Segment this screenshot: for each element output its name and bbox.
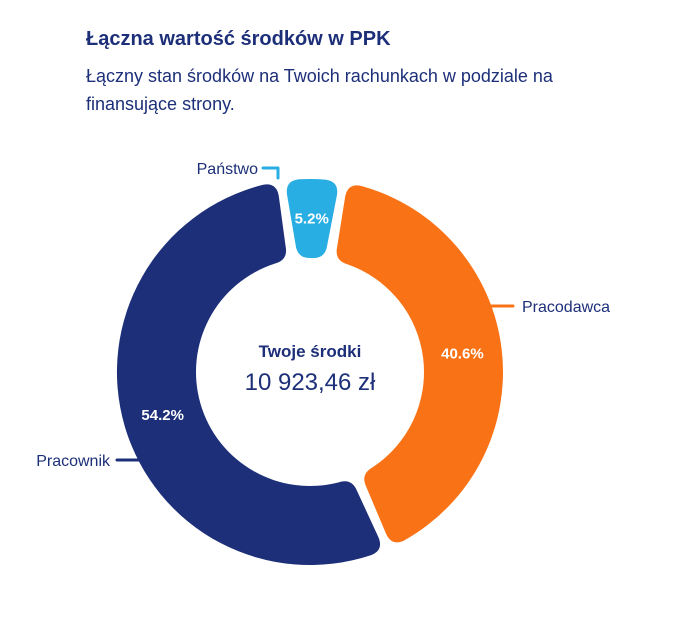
slice-panstwo[interactable] [286,179,338,259]
leaders-layer [115,166,515,462]
center-title: Twoje środki [259,342,362,361]
slice-label-pracownik: 54.2% [141,407,184,424]
slices-layer [116,179,504,566]
legend-label-pracodawca: Pracodawca [522,299,610,316]
slice-label-panstwo: 5.2% [295,211,329,228]
labels-layer: 40.6% Pracodawca 54.2% Pracownik 5.2% Państwo [36,161,610,470]
slice-pracownik[interactable] [116,184,381,566]
slice-label-pracodawca: 40.6% [441,346,484,363]
card-title: Łączna wartość środków w PPK [86,28,391,50]
legend-label-panstwo: Państwo [197,161,258,178]
center-total-value: 10 923,46 zł [245,369,376,396]
legend-label-pracownik: Pracownik [36,453,111,470]
leader-line-panstwo [261,166,280,180]
slice-pracodawca[interactable] [336,185,504,543]
card-subtitle: Łączny stan środków na Twoich rachunkach… [86,66,553,114]
